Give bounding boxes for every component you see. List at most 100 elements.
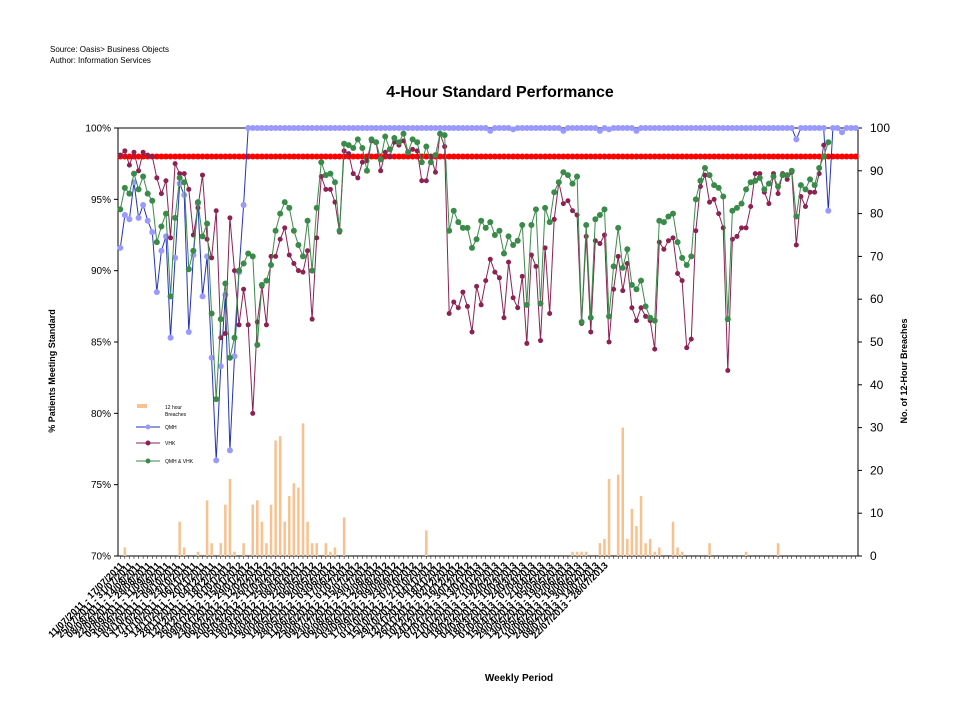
combined-point [729, 207, 736, 214]
qmh-point [368, 125, 375, 131]
target-point [610, 153, 617, 160]
vhk-point [387, 154, 393, 160]
qmh-point [628, 125, 635, 131]
target-point [729, 153, 736, 160]
combined-point [578, 319, 585, 326]
qmh-point [583, 125, 590, 131]
combined-point [327, 170, 334, 177]
qmh-point [409, 125, 416, 131]
combined-point [775, 183, 782, 190]
y2-tick-label: 50 [870, 335, 884, 349]
vhk-point [327, 186, 333, 192]
qmh-point [574, 125, 581, 131]
breach-bar [283, 521, 286, 556]
vhk-point [227, 215, 233, 221]
combined-point [331, 179, 338, 186]
target-point [679, 153, 686, 160]
combined-point [391, 134, 398, 141]
vhk-point [547, 310, 553, 316]
combined-point [432, 152, 439, 159]
qmh-point [651, 125, 658, 131]
vhk-point [483, 278, 489, 284]
qmh-point [642, 125, 649, 131]
vhk-point [496, 275, 502, 281]
combined-point [532, 206, 539, 213]
combined-point [313, 204, 320, 211]
vhk-point [250, 410, 256, 416]
qmh-point [788, 125, 795, 131]
combined-point [117, 206, 124, 213]
y-tick-label: 85% [91, 338, 111, 349]
combined-point [770, 173, 777, 180]
vhk-point [410, 146, 416, 152]
combined-point [167, 293, 174, 300]
y2-axis-label: No. of 12-Hour Breaches [899, 318, 909, 423]
breach-bar [621, 427, 625, 556]
vhk-point [277, 236, 283, 242]
target-point [628, 153, 635, 160]
vhk-point [314, 235, 320, 241]
combined-point [528, 222, 535, 229]
qmh-point [126, 216, 133, 223]
qmh-point [281, 125, 288, 131]
target-point [656, 153, 663, 160]
y2-tick-label: 70 [870, 249, 884, 263]
combined-point [670, 210, 676, 217]
vhk-point [140, 149, 146, 155]
combined-point [446, 227, 453, 234]
author-note: Author: Information Services [50, 56, 151, 65]
combined-point [373, 139, 380, 146]
breach-bar [342, 517, 346, 556]
breach-bar [205, 500, 209, 556]
qmh-point [140, 202, 147, 209]
qmh-point [532, 125, 539, 131]
vhk-point [793, 242, 799, 248]
breach-bar [598, 543, 602, 556]
vhk-point [757, 171, 763, 177]
vhk-point [524, 340, 530, 346]
vhk-point [136, 168, 142, 174]
combined-point [450, 207, 457, 214]
qmh-point [149, 229, 156, 236]
vhk-point [204, 236, 210, 242]
target-point [642, 153, 649, 160]
combined-point [564, 172, 571, 179]
qmh-point [491, 125, 498, 131]
target-point [788, 153, 795, 160]
combined-point [423, 143, 430, 150]
target-point [135, 153, 142, 160]
vhk-point [633, 318, 639, 324]
breach-bar [324, 543, 328, 556]
qmh-point [354, 125, 361, 131]
y2-tick-label: 100 [870, 121, 890, 135]
vhk-point [186, 186, 192, 192]
vhk-point [222, 330, 228, 336]
target-point [309, 153, 316, 160]
combined-point [354, 136, 361, 143]
qmh-point [473, 125, 480, 131]
y-tick-label: 95% [91, 195, 111, 206]
combined-point [596, 212, 603, 219]
target-point [537, 153, 544, 160]
target-point [528, 153, 535, 160]
qmh-point [172, 254, 179, 261]
combined-point [692, 196, 699, 203]
target-point [665, 153, 672, 160]
combined-point [208, 310, 215, 317]
target-point [793, 153, 800, 160]
target-point [190, 153, 197, 160]
qmh-point [542, 125, 549, 131]
qmh-point [144, 217, 151, 224]
combined-point [519, 222, 526, 229]
combined-point [765, 180, 772, 187]
qmh-point [834, 125, 841, 131]
combined-point [802, 186, 809, 193]
breach-bar [260, 521, 264, 556]
qmh-point [633, 127, 640, 134]
combined-point [601, 206, 608, 213]
combined-point [441, 132, 448, 139]
combined-point [606, 313, 613, 320]
combined-point [377, 156, 384, 163]
qmh-point [217, 363, 224, 370]
vhk-point [734, 233, 740, 239]
